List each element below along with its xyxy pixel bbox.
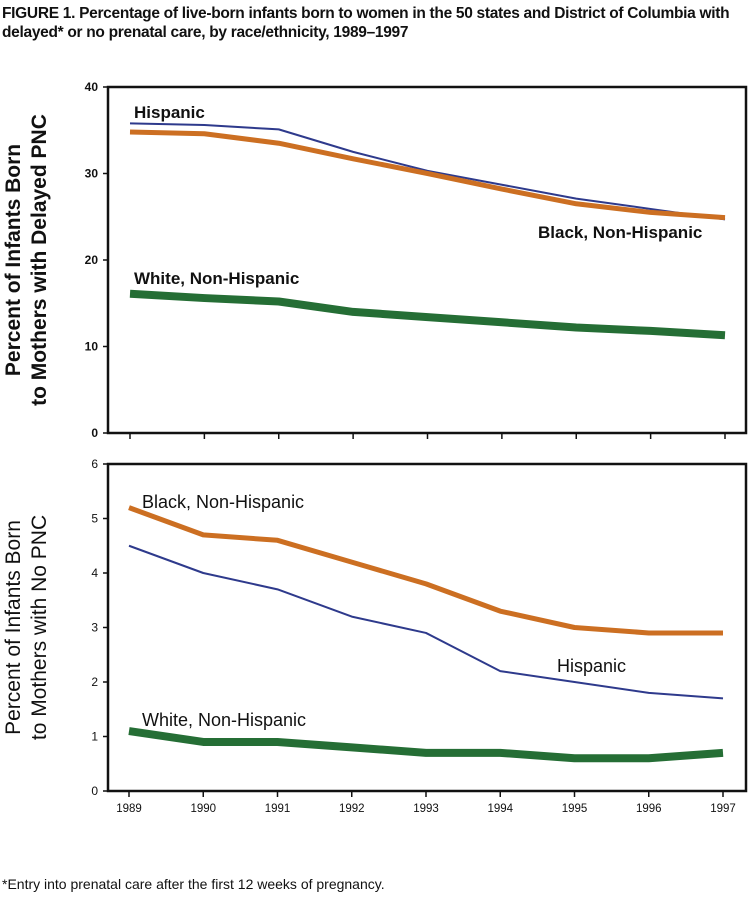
series-line-hispanic bbox=[128, 544, 724, 700]
series-label: Black, Non-Hispanic bbox=[142, 492, 304, 512]
y-tick-label: 40 bbox=[85, 80, 99, 94]
x-tick-label: 1991 bbox=[265, 803, 291, 815]
y-tick-label: 30 bbox=[85, 167, 99, 181]
series-label: Black, Non-Hispanic bbox=[538, 223, 702, 242]
x-tick-label: 1992 bbox=[339, 803, 365, 815]
x-tick-label: 1993 bbox=[413, 803, 439, 815]
x-tick-label: 1997 bbox=[710, 803, 736, 815]
chart-panel-2: 0 1 2 3 4 5 6 1989 1990 1991 1992 1993 1994 1995 1996 1… bbox=[2, 457, 748, 815]
x-tick-label: 1996 bbox=[636, 803, 662, 815]
figure-title: FIGURE 1. Percentage of live-born infant… bbox=[2, 5, 730, 41]
y-tick-label: 5 bbox=[91, 512, 98, 526]
x-tick-label: 1989 bbox=[116, 803, 142, 815]
chart-panel-1: 0 10 20 30 40 Percent of Infants Born to Mothe… bbox=[2, 80, 748, 440]
series-label: Hispanic bbox=[134, 103, 205, 122]
x-tick-label: 1994 bbox=[487, 803, 513, 815]
series-line-black-non-hispanic bbox=[128, 505, 723, 636]
y-axis-label: Percent of Infants Born bbox=[2, 520, 25, 735]
x-tick-label: 1990 bbox=[190, 803, 216, 815]
y-tick-label: 20 bbox=[85, 253, 99, 267]
y-tick-label: 1 bbox=[91, 730, 98, 744]
y-axis-label: to Mothers with Delayed PNC bbox=[28, 114, 51, 406]
x-tick-label: 1995 bbox=[562, 803, 588, 815]
y-tick-label: 10 bbox=[85, 340, 99, 354]
series-label: Hispanic bbox=[557, 656, 626, 676]
y-tick-label: 6 bbox=[91, 457, 98, 471]
y-tick-label: 0 bbox=[91, 784, 98, 798]
y-tick-label: 0 bbox=[91, 426, 98, 440]
series-label: White, Non-Hispanic bbox=[142, 710, 306, 730]
y-tick-label: 4 bbox=[91, 566, 98, 580]
footnote: *Entry into prenatal care after the firs… bbox=[2, 876, 385, 892]
y-tick-label: 2 bbox=[91, 675, 98, 689]
series-line-white-non-hispanic bbox=[129, 289, 726, 340]
series-label: White, Non-Hispanic bbox=[134, 269, 299, 288]
y-axis-label: to Mothers with No PNC bbox=[28, 515, 51, 740]
series-line-black-non-hispanic bbox=[129, 129, 726, 221]
y-axis-label: Percent of Infants Born bbox=[2, 144, 25, 376]
series-line-white-non-hispanic bbox=[128, 727, 724, 763]
plot-frame bbox=[106, 85, 748, 435]
y-tick-label: 3 bbox=[91, 621, 98, 635]
